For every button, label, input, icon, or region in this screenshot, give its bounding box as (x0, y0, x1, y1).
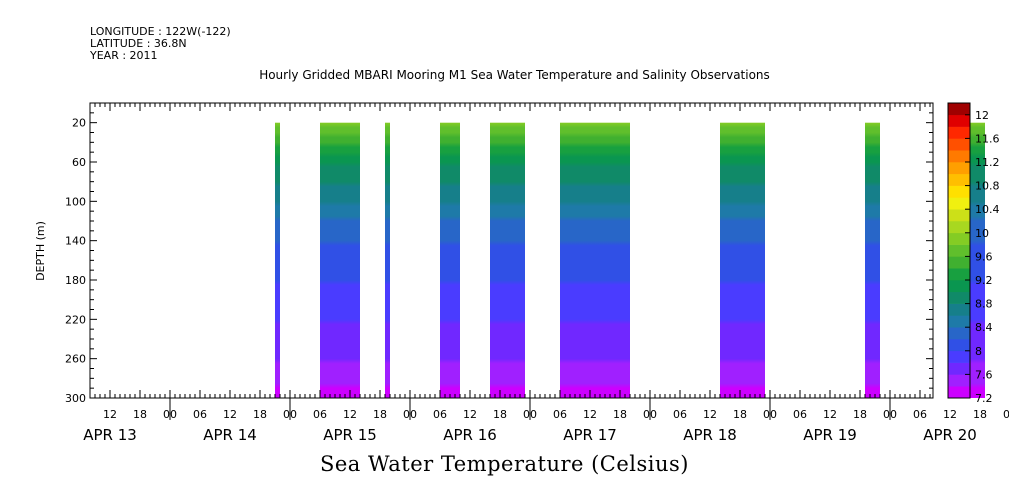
colorbar-swatch (948, 280, 970, 293)
x-hour-label: 18 (253, 408, 267, 421)
x-day-label: APR 13 (83, 426, 137, 444)
y-tick-label: 180 (65, 274, 86, 287)
x-hour-label: 06 (193, 408, 207, 421)
x-day-label: APR 14 (203, 426, 257, 444)
x-hour-label: 00 (1003, 408, 1009, 421)
x-hour-label: 12 (103, 408, 117, 421)
colorbar-swatch (948, 232, 970, 245)
colorbar-label: 9.2 (975, 274, 993, 287)
x-hour-label: 18 (853, 408, 867, 421)
x-hour-label: 06 (913, 408, 927, 421)
colorbar-swatch (948, 315, 970, 328)
x-hour-label: 12 (943, 408, 957, 421)
colorbar-swatch (948, 291, 970, 304)
colorbar-swatch (948, 185, 970, 198)
x-hour-label: 06 (553, 408, 567, 421)
colorbar-swatch (948, 138, 970, 151)
colorbar-label: 7.2 (975, 392, 993, 405)
colorbar-frame (947, 102, 971, 399)
y-tick-label: 20 (72, 117, 86, 130)
colorbar: 12 11.6 11.2 10.8 10.4 10 9.6 9.2 8.8 8.4 8 7.6 7.2 (947, 102, 1000, 405)
colorbar-label: 8 (975, 345, 982, 358)
colorbar-swatch (948, 303, 970, 316)
colorbar-swatch (948, 126, 970, 139)
y-tick-label: 140 (65, 235, 86, 248)
x-hour-label: 12 (463, 408, 477, 421)
latitude-label: LATITUDE : 36.8N (90, 37, 187, 50)
x-hour-label: 18 (973, 408, 987, 421)
colorbar-swatch (948, 209, 970, 222)
x-hour-label: 18 (373, 408, 387, 421)
x-day-label: APR 20 (923, 426, 977, 444)
colorbar-swatch (948, 386, 970, 399)
x-axis-title: Sea Water Temperature (Celsius) (319, 452, 689, 476)
colorbar-swatch (948, 350, 970, 363)
colorbar-swatch (948, 173, 970, 186)
x-hour-label: 18 (733, 408, 747, 421)
x-hour-label: 06 (673, 408, 687, 421)
colorbar-label: 10.4 (975, 203, 1000, 216)
colorbar-label: 8.4 (975, 321, 993, 334)
x-hour-label: 18 (613, 408, 627, 421)
colorbar-label: 10.8 (975, 180, 1000, 193)
x-day-label: APR 16 (443, 426, 497, 444)
colorbar-swatch (948, 162, 970, 175)
colorbar-swatch (948, 374, 970, 387)
data-segment-5 (490, 122, 525, 398)
colorbar-swatch (948, 103, 970, 116)
data-segment-1 (275, 122, 280, 398)
data-segment-9 (970, 122, 985, 398)
data-segments (275, 122, 985, 398)
x-hour-label: 12 (583, 408, 597, 421)
colorbar-swatch (948, 244, 970, 257)
x-hour-label: 12 (823, 408, 837, 421)
x-hour-label: 12 (343, 408, 357, 421)
colorbar-swatch (948, 114, 970, 127)
colorbar-label: 8.8 (975, 298, 993, 311)
data-segment-4 (440, 122, 460, 398)
data-segment-8 (865, 122, 880, 398)
colorbar-label: 10 (975, 227, 989, 240)
x-hour-label: 06 (313, 408, 327, 421)
x-hour-label: 06 (793, 408, 807, 421)
colorbar-swatch (948, 327, 970, 340)
data-segment-6 (560, 122, 630, 398)
colorbar-swatch (948, 268, 970, 281)
x-day-label: APR 18 (683, 426, 737, 444)
longitude-label: LONGITUDE : 122W(-122) (90, 25, 231, 38)
x-day-label: APR 17 (563, 426, 617, 444)
colorbar-swatch (948, 362, 970, 375)
data-segment-7 (720, 122, 765, 398)
data-segment-3 (385, 122, 390, 398)
x-hour-label: 06 (433, 408, 447, 421)
x-hour-label: 18 (493, 408, 507, 421)
x-hour-label: 12 (703, 408, 717, 421)
colorbar-swatch (948, 221, 970, 234)
data-segment-2 (320, 122, 360, 398)
colorbar-swatch (948, 197, 970, 210)
y-axis-label: DEPTH (m) (34, 221, 47, 281)
year-label: YEAR : 2011 (90, 49, 158, 62)
colorbar-swatch (948, 150, 970, 163)
chart-title: Hourly Gridded MBARI Mooring M1 Sea Wate… (259, 68, 770, 82)
y-tick-label: 300 (65, 392, 86, 405)
y-tick-label: 220 (65, 313, 86, 326)
y-tick-label: 60 (72, 156, 86, 169)
x-day-label: APR 15 (323, 426, 377, 444)
colorbar-label: 7.6 (975, 368, 993, 381)
colorbar-swatch (948, 339, 970, 352)
y-tick-label: 260 (65, 353, 86, 366)
colorbar-swatch (948, 256, 970, 269)
colorbar-label: 11.2 (975, 156, 1000, 169)
colorbar-label: 9.6 (975, 250, 993, 263)
x-day-label: APR 19 (803, 426, 857, 444)
y-tick-label: 100 (65, 195, 86, 208)
x-hour-label: 12 (223, 408, 237, 421)
colorbar-label: 11.6 (975, 132, 1000, 145)
colorbar-label: 12 (975, 109, 989, 122)
x-hour-label: 18 (133, 408, 147, 421)
